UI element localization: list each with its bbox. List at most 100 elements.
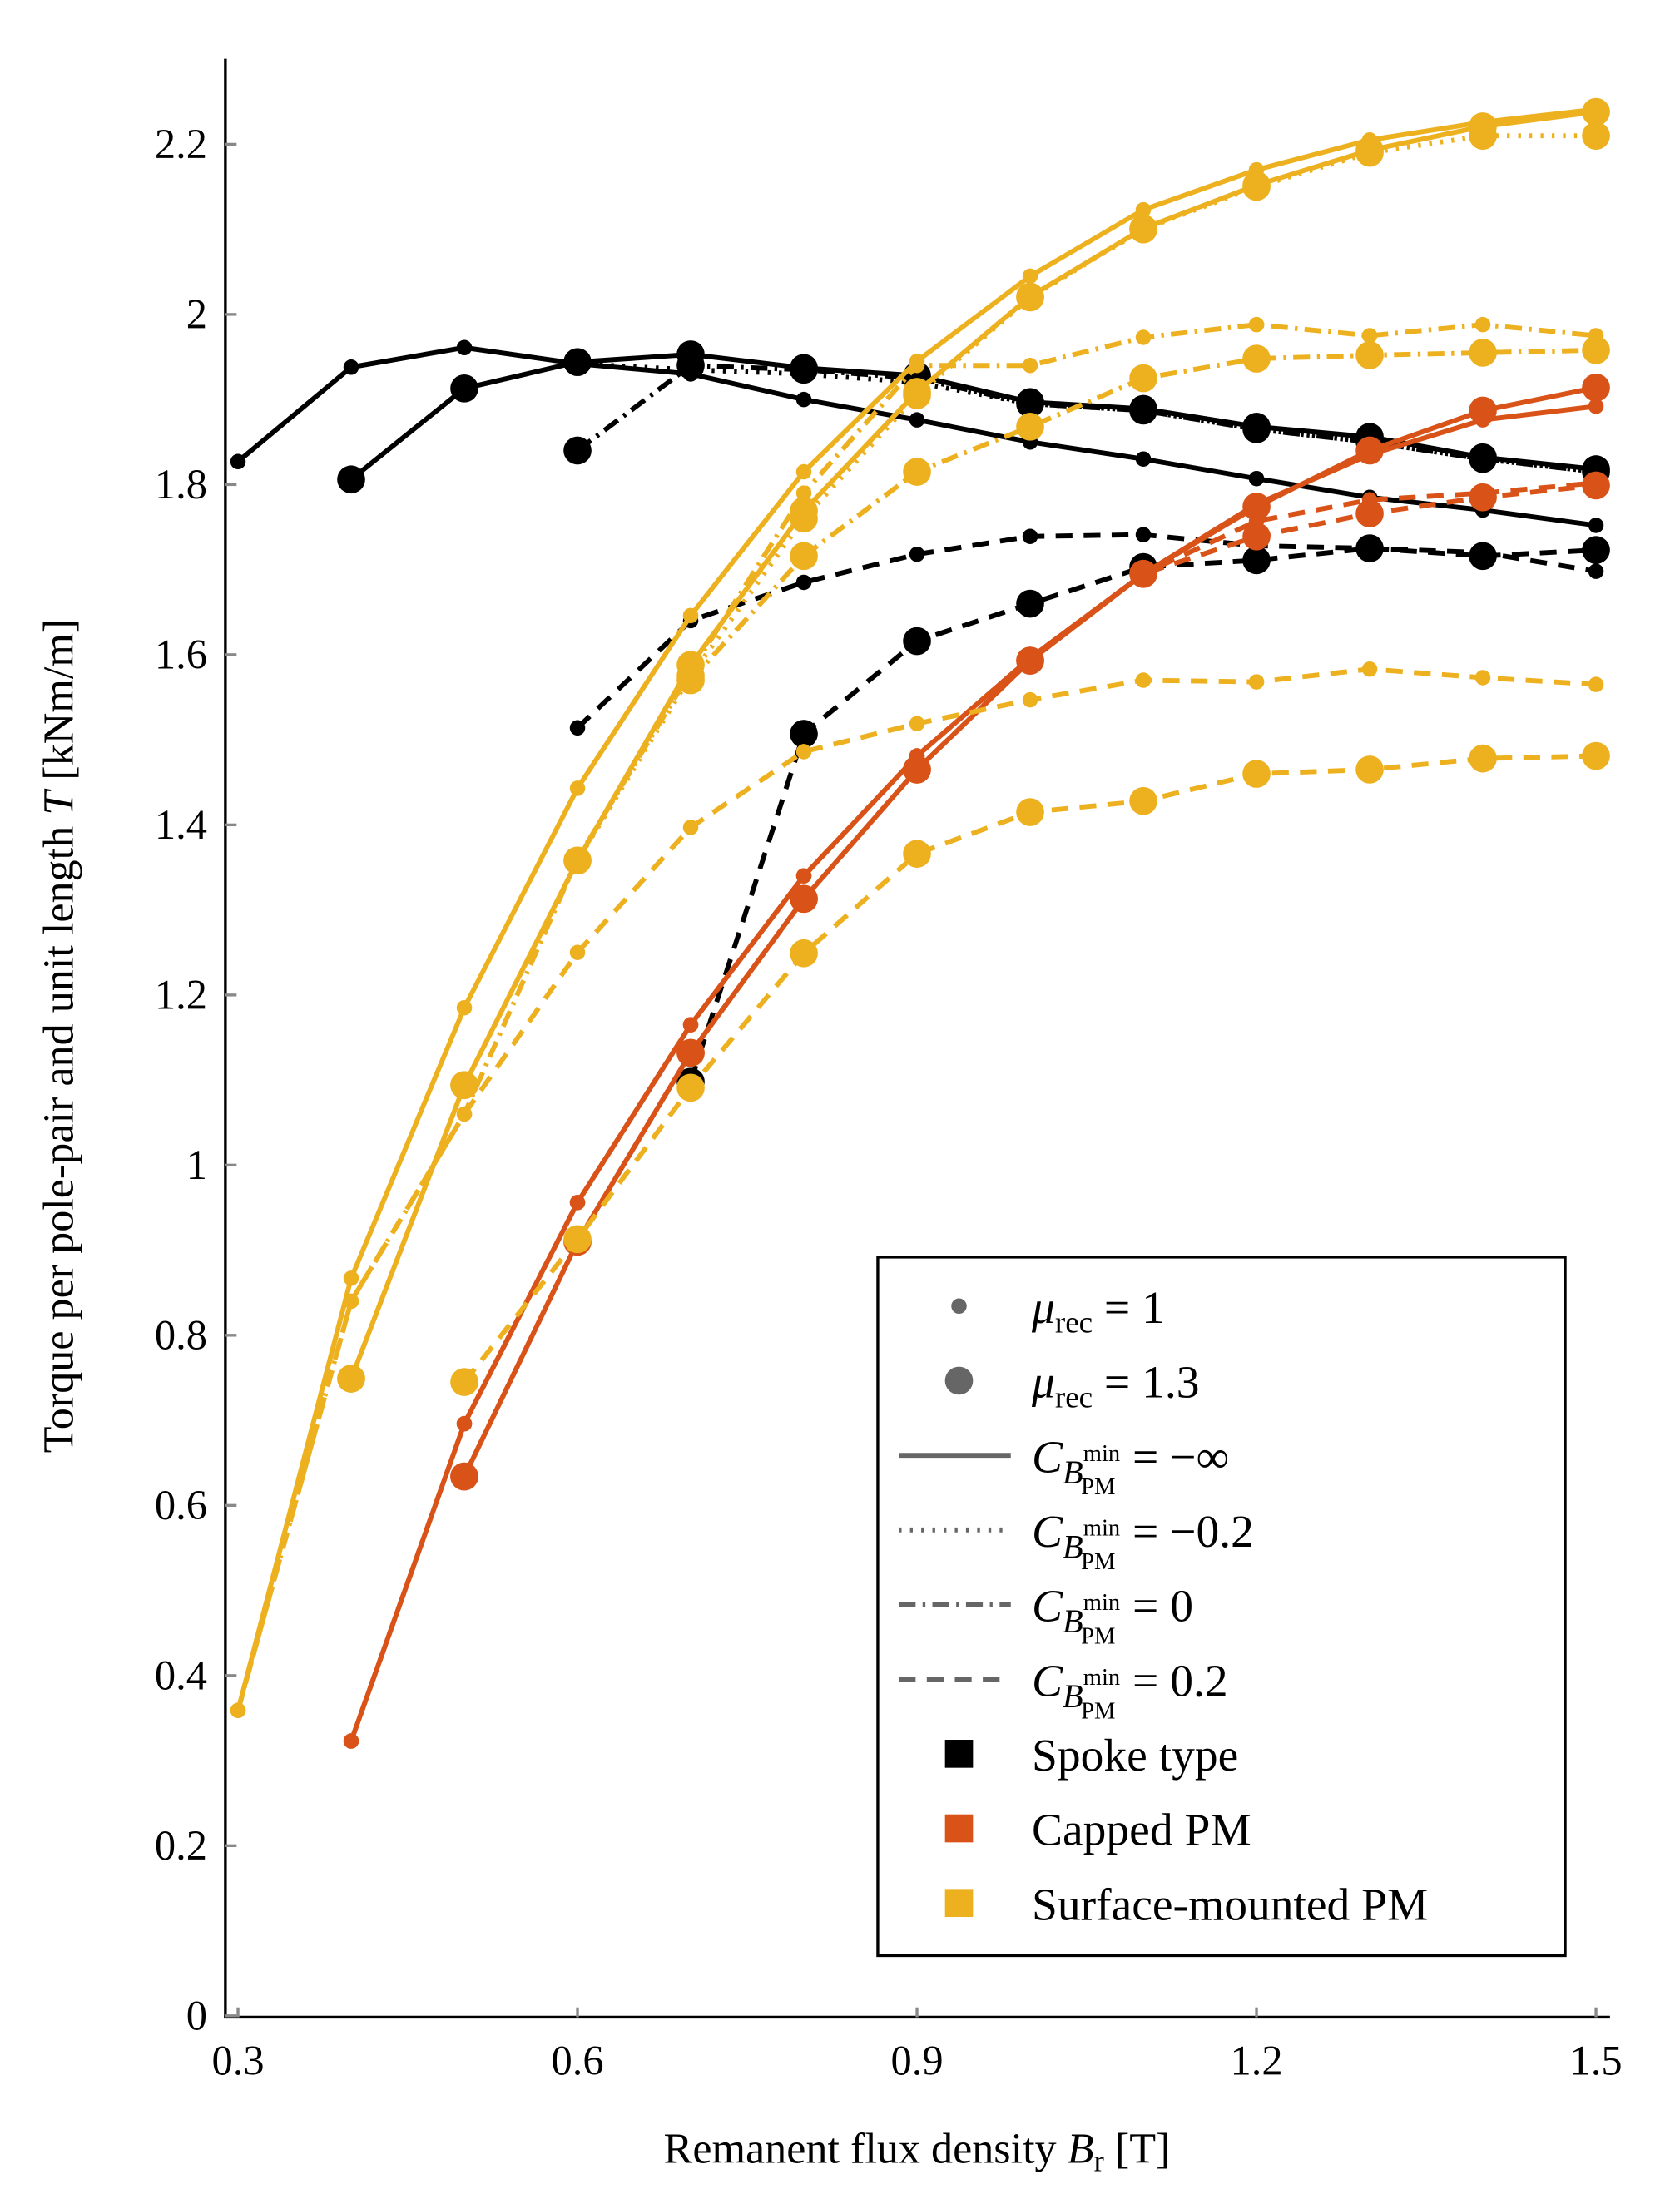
- data-point: [1242, 344, 1271, 373]
- data-point: [1129, 559, 1157, 588]
- data-point: [1582, 97, 1610, 126]
- legend-label: CBmin PM = −∞: [1032, 1432, 1229, 1500]
- data-point: [1588, 399, 1604, 414]
- data-point: [676, 1038, 705, 1067]
- data-point: [1474, 316, 1491, 333]
- data-point: [450, 1368, 478, 1396]
- data-point: [343, 359, 359, 375]
- data-point: [1016, 798, 1044, 826]
- data-point: [1135, 451, 1152, 467]
- data-point: [1242, 546, 1271, 575]
- data-point: [682, 820, 699, 835]
- series-surface-dashdot-mu1.3: [676, 336, 1610, 695]
- data-point: [456, 339, 473, 356]
- data-point: [1588, 676, 1604, 692]
- y-tick-label: 1.4: [155, 801, 207, 848]
- data-point: [1469, 339, 1497, 367]
- ticks: 0.3 0.6 0.9 1.2 1.5 0 0.2 0.4 0.6 0.8 1 1.2 1.4 1.6 1.…: [155, 121, 1623, 2083]
- data-point: [1135, 527, 1152, 542]
- y-tick-label: 0.2: [155, 1822, 207, 1869]
- data-point: [230, 453, 246, 470]
- data-point: [343, 1733, 359, 1749]
- data-point: [795, 574, 812, 591]
- data-point: [790, 884, 818, 914]
- data-point: [790, 355, 818, 384]
- legend-label: Surface-mounted PM: [1032, 1880, 1428, 1930]
- data-point: [230, 1702, 246, 1718]
- data-point: [456, 999, 473, 1016]
- series-layer: [230, 97, 1610, 1749]
- data-point: [1469, 121, 1497, 151]
- legend-entry: Capped PM: [944, 1805, 1251, 1856]
- legend-entry: CBmin PM = −0.2: [899, 1507, 1254, 1575]
- data-point: [343, 1270, 359, 1286]
- data-point: [903, 381, 931, 409]
- data-point: [563, 1225, 592, 1254]
- data-point: [450, 1071, 478, 1100]
- legend-label: CBmin PM = 0: [1032, 1582, 1193, 1650]
- legend-marker-small: [951, 1298, 967, 1315]
- data-point: [1129, 786, 1157, 815]
- series-spoke-dashed-mu1: [569, 527, 1604, 736]
- data-point: [1022, 268, 1038, 285]
- x-tick-label: 1.2: [1230, 2037, 1282, 2083]
- legend-entry: μrec = 1: [951, 1283, 1165, 1340]
- data-point: [1469, 396, 1497, 425]
- data-point: [1355, 436, 1384, 465]
- legend-square-capped: [944, 1814, 974, 1843]
- data-point: [1361, 328, 1378, 344]
- data-point: [1129, 364, 1157, 393]
- data-point: [569, 780, 586, 796]
- data-point: [337, 465, 365, 494]
- data-point: [563, 348, 592, 376]
- data-point: [1135, 329, 1152, 345]
- x-tick-label: 0.9: [890, 2037, 943, 2083]
- x-tick-label: 0.6: [551, 2037, 603, 2083]
- data-point: [1469, 542, 1497, 571]
- data-point: [1022, 357, 1038, 374]
- data-point: [1248, 470, 1265, 487]
- legend-square-spoke: [944, 1740, 974, 1768]
- data-point: [1242, 172, 1271, 201]
- data-point: [795, 463, 812, 480]
- data-point: [569, 944, 586, 960]
- y-axis-label: Torque per pole-pair and unit length T […: [35, 619, 82, 1454]
- data-point: [1469, 744, 1497, 773]
- legend-label: CBmin PM = −0.2: [1032, 1507, 1254, 1575]
- series-line: [349, 109, 1597, 1380]
- y-tick-label: 0.4: [155, 1652, 207, 1699]
- series-line: [349, 480, 1597, 1742]
- y-tick-label: 2.2: [155, 121, 207, 167]
- data-point: [1582, 471, 1610, 500]
- data-point: [790, 720, 818, 748]
- series-surface-dashed-mu1.3: [450, 741, 1610, 1396]
- x-tick-label: 0.3: [211, 2037, 264, 2083]
- series-line: [349, 351, 1597, 482]
- data-point: [1129, 396, 1157, 425]
- data-point: [450, 1462, 478, 1491]
- x-axis-label: Remanent flux density Br [T]: [664, 2125, 1171, 2178]
- data-point: [1355, 341, 1384, 369]
- series-line: [462, 483, 1597, 1478]
- data-point: [1355, 499, 1384, 527]
- legend-entry: CBmin PM = 0: [899, 1582, 1193, 1650]
- data-point: [795, 485, 812, 501]
- data-point: [795, 391, 812, 408]
- data-point: [1355, 138, 1384, 167]
- data-point: [1355, 534, 1384, 562]
- legend-marker-large: [944, 1366, 974, 1395]
- legend-label: CBmin PM = 0.2: [1032, 1656, 1228, 1724]
- legend-square-surface: [944, 1889, 974, 1918]
- data-point: [569, 720, 586, 736]
- series-line: [576, 532, 1597, 730]
- data-point: [1361, 661, 1378, 677]
- data-point: [903, 458, 931, 486]
- data-point: [1016, 589, 1044, 618]
- series-surface-solid-mu1.3: [337, 97, 1610, 1393]
- data-point: [909, 412, 925, 428]
- data-point: [1016, 413, 1044, 441]
- data-point: [1469, 444, 1497, 473]
- data-point: [909, 716, 925, 731]
